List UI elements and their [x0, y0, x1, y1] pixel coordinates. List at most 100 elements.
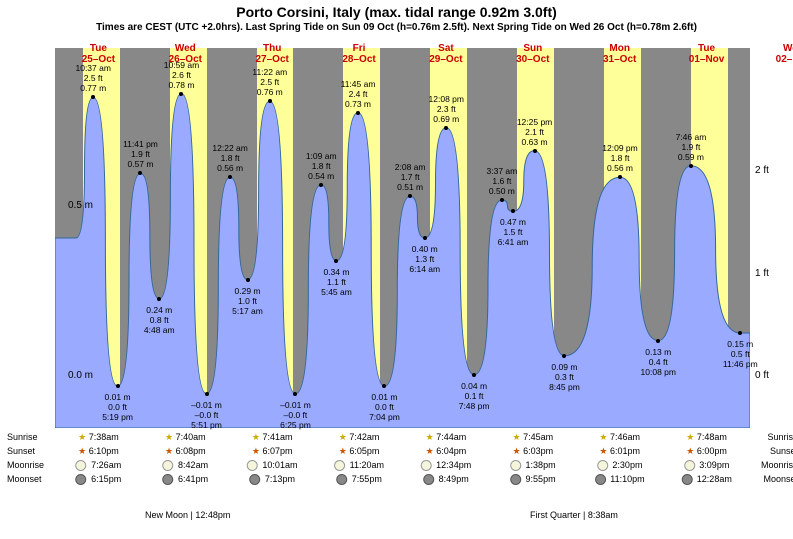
moonrise-value: 8:42am	[163, 460, 209, 471]
footer-new-moon: New Moon | 12:48pm	[145, 510, 230, 520]
high-tide-label: 2:08 am1.7 ft0.51 m	[395, 162, 426, 192]
tide-point-dot	[205, 392, 209, 396]
tide-point-dot	[116, 384, 120, 388]
low-tide-label: 0.01 m0.0 ft7:04 pm	[369, 392, 400, 422]
tide-point-dot	[334, 259, 338, 263]
sunset-value: ★ 6:08pm	[165, 446, 206, 457]
high-tide-label: 11:41 pm1.9 ft0.57 m	[123, 139, 158, 169]
high-tide-label: 11:45 am2.4 ft0.73 m	[341, 79, 376, 109]
tide-point-dot	[319, 183, 323, 187]
tide-point-dot	[179, 92, 183, 96]
y-axis-right-1: 1 ft	[755, 268, 793, 279]
sunrise-row: SunriseSunrise★ 7:38am★ 7:40am★ 7:41am★ …	[55, 432, 750, 446]
high-tide-label: 12:22 am1.8 ft0.56 m	[212, 143, 247, 173]
tide-point-dot	[618, 175, 622, 179]
tide-point-dot	[138, 171, 142, 175]
sunset-value: ★ 6:07pm	[252, 446, 293, 457]
high-tide-label: 11:22 am2.5 ft0.76 m	[252, 67, 287, 97]
moonrise-label-left: Moonrise	[7, 460, 44, 470]
moonrise-value: 1:38pm	[510, 460, 556, 471]
high-tide-label: 3:37 am1.6 ft0.50 m	[487, 166, 518, 196]
tide-point-dot	[268, 99, 272, 103]
sunset-label-left: Sunset	[7, 446, 35, 456]
y-axis-right-2: 2 ft	[755, 165, 793, 176]
tide-point-dot	[91, 95, 95, 99]
high-tide-label: 10:37 am2.5 ft0.77 m	[75, 63, 110, 93]
tide-point-dot	[293, 392, 297, 396]
high-tide-label: 12:09 pm1.8 ft0.56 m	[602, 143, 637, 173]
sunset-label-right: Sunset	[770, 446, 793, 456]
moonset-value: 11:10pm	[595, 474, 645, 485]
tide-point-dot	[246, 278, 250, 282]
sunrise-value: ★ 7:45am	[513, 432, 554, 443]
tide-point-dot	[500, 198, 504, 202]
sunrise-value: ★ 7:40am	[165, 432, 206, 443]
low-tide-label: 0.09 m0.3 ft8:45 pm	[549, 362, 580, 392]
moonset-value: 7:13pm	[249, 474, 295, 485]
sunset-value: ★ 6:00pm	[686, 446, 727, 457]
tide-point-dot	[533, 149, 537, 153]
tide-point-dot	[382, 384, 386, 388]
tide-point-dot	[656, 339, 660, 343]
moonrise-value: 11:20am	[334, 460, 384, 471]
moonset-label-left: Moonset	[7, 474, 42, 484]
moonset-value: 12:28am	[681, 474, 732, 485]
low-tide-label: 0.15 m0.5 ft11:46 pm	[723, 339, 758, 369]
plot-area: Tue25–OctWed26–OctThu27–OctFri28–OctSat2…	[55, 48, 750, 428]
sunset-value: ★ 6:05pm	[339, 446, 380, 457]
tide-point-dot	[157, 297, 161, 301]
moonrise-value: 3:09pm	[684, 460, 730, 471]
sunrise-value: ★ 7:41am	[252, 432, 293, 443]
sunrise-value: ★ 7:48am	[686, 432, 727, 443]
moonrise-label-right: Moonrise	[761, 460, 793, 470]
sunset-value: ★ 6:03pm	[513, 446, 554, 457]
sunrise-value: ★ 7:46am	[599, 432, 640, 443]
sunrise-label-left: Sunrise	[7, 432, 38, 442]
tide-point-dot	[408, 194, 412, 198]
moonset-value: 9:55pm	[510, 474, 556, 485]
high-tide-label: 12:25 pm2.1 ft0.63 m	[517, 117, 552, 147]
sunset-row: SunsetSunset★ 6:10pm★ 6:08pm★ 6:07pm★ 6:…	[55, 446, 750, 460]
low-tide-label: 0.24 m0.8 ft4:48 am	[144, 305, 175, 335]
low-tide-label: –0.01 m–0.0 ft6:25 pm	[280, 400, 311, 430]
low-tide-label: 0.01 m0.0 ft5:19 pm	[102, 392, 133, 422]
low-tide-label: 0.47 m1.5 ft6:41 am	[498, 217, 529, 247]
moonrise-value: 2:30pm	[597, 460, 643, 471]
moonrise-value: 7:26am	[76, 460, 122, 471]
tide-point-dot	[356, 111, 360, 115]
moonset-value: 8:49pm	[423, 474, 469, 485]
low-tide-label: 0.40 m1.3 ft6:14 am	[409, 244, 440, 274]
astronomical-rows: SunriseSunrise★ 7:38am★ 7:40am★ 7:41am★ …	[55, 432, 750, 488]
sunrise-value: ★ 7:42am	[339, 432, 380, 443]
tide-point-dot	[228, 175, 232, 179]
sunset-value: ★ 6:01pm	[599, 446, 640, 457]
day-column-label: Wed02–Nov	[750, 43, 793, 65]
sunrise-value: ★ 7:38am	[78, 432, 119, 443]
moonrise-value: 12:34pm	[421, 460, 472, 471]
sunset-value: ★ 6:04pm	[426, 446, 467, 457]
tide-point-dot	[444, 126, 448, 130]
sunset-value: ★ 6:10pm	[78, 446, 119, 457]
tide-point-dot	[472, 373, 476, 377]
low-tide-label: 0.34 m1.1 ft5:45 am	[321, 267, 352, 297]
footer-first-quarter: First Quarter | 8:38am	[530, 510, 618, 520]
moonset-label-right: Moonset	[763, 474, 793, 484]
tide-point-dot	[562, 354, 566, 358]
sunrise-value: ★ 7:44am	[426, 432, 467, 443]
moonrise-row: MoonriseMoonrise 7:26am 8:42am 10:01am 1…	[55, 460, 750, 474]
y-axis-left-05: 0.5 m	[53, 200, 93, 211]
tide-point-dot	[511, 209, 515, 213]
low-tide-label: 0.13 m0.4 ft10:08 pm	[641, 347, 676, 377]
tide-point-dot	[738, 331, 742, 335]
moonset-value: 6:41pm	[163, 474, 209, 485]
low-tide-label: 0.29 m1.0 ft5:17 am	[232, 286, 263, 316]
chart-title: Porto Corsini, Italy (max. tidal range 0…	[0, 0, 793, 20]
tide-point-dot	[689, 164, 693, 168]
high-tide-label: 10:59 am2.6 ft0.78 m	[164, 60, 199, 90]
chart-subtitle: Times are CEST (UTC +2.0hrs). Last Sprin…	[0, 20, 793, 33]
high-tide-label: 7:46 am1.9 ft0.59 m	[676, 132, 707, 162]
moonset-value: 7:55pm	[336, 474, 382, 485]
sunrise-label-right: Sunrise	[767, 432, 793, 442]
y-axis-right-0: 0 ft	[755, 370, 793, 381]
moonrise-value: 10:01am	[247, 460, 298, 471]
